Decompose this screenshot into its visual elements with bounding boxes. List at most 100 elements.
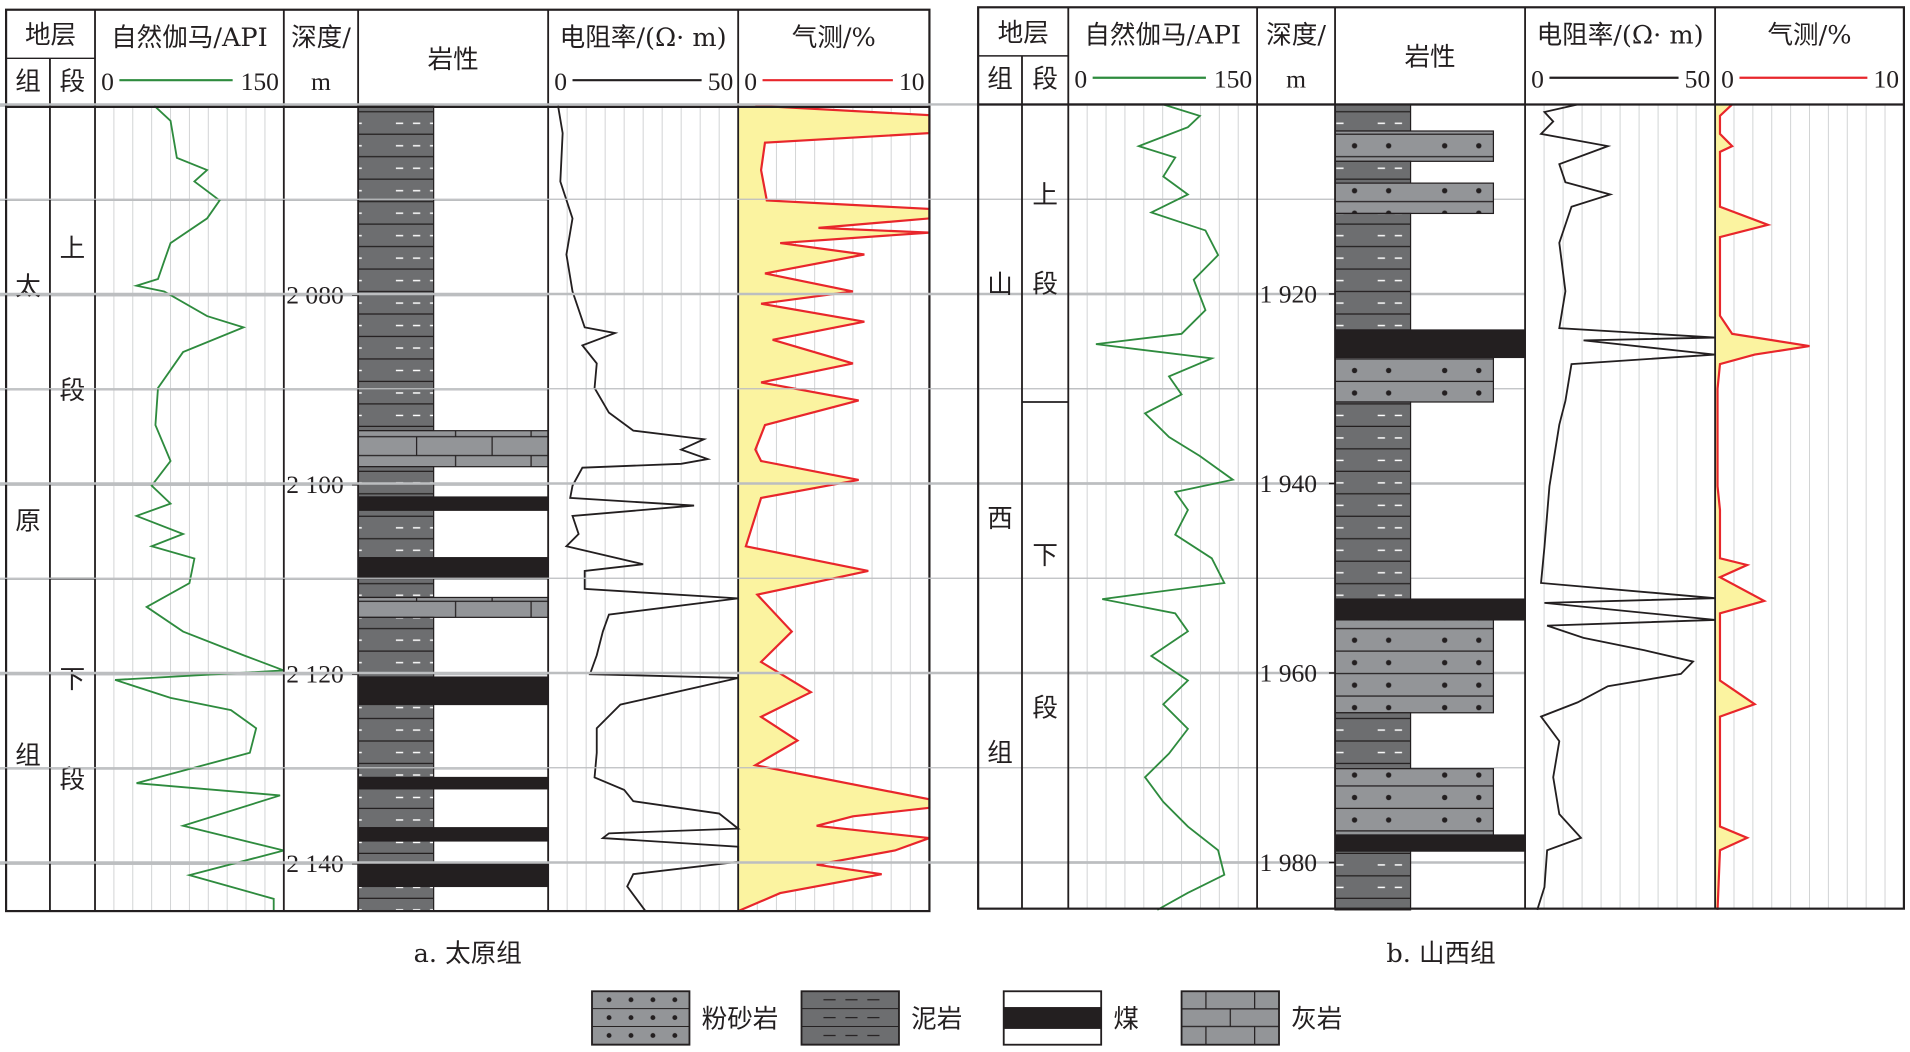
gas-scale-max: 10 [1873, 64, 1899, 93]
header-resistivity: 电阻率/(Ω· m) [1537, 21, 1704, 51]
formation-name-char: 组 [987, 739, 1013, 769]
depth-tick-label: 2 100 [286, 470, 344, 499]
gas-scale-min: 0 [744, 67, 757, 96]
legend-label-siltstone: 粉砂岩 [702, 1005, 779, 1035]
header-lithology: 岩性 [428, 45, 479, 75]
depth-tick-label: 1 920 [1260, 280, 1318, 309]
resistivity-curve [557, 105, 741, 912]
header-gamma: 自然伽马/API [1084, 21, 1241, 51]
legend-label-limestone: 灰岩 [1291, 1005, 1342, 1035]
lithology-bed-mudstone [357, 703, 435, 779]
lithology-bed-mudstone [1334, 212, 1412, 331]
res-scale-max: 50 [1685, 64, 1711, 93]
header-member: 段 [60, 67, 86, 97]
res-scale-max: 50 [708, 67, 734, 96]
member-name-char: 段 [60, 376, 86, 406]
lithology-bed-limestone [357, 430, 549, 468]
header-depth: 深度/ [291, 23, 351, 53]
gas-fill-area [738, 105, 930, 912]
lithology-bed-siltstone [1334, 182, 1495, 215]
member-name-char: 段 [60, 765, 86, 795]
lithology-bed-coal [357, 776, 549, 790]
lithology-bed-mudstone [357, 840, 435, 865]
header-formation: 组 [987, 64, 1013, 94]
member-name-char: 上 [60, 234, 86, 264]
legend-item-coal: 煤 [1002, 990, 1139, 1046]
header-depth: 深度/ [1266, 21, 1326, 51]
lithology-bed-mudstone [1334, 160, 1412, 184]
lithology-bed-mudstone [357, 616, 435, 678]
gas-fill-area [1715, 104, 1810, 910]
header-depth-unit: m [311, 67, 331, 96]
header-strata: 地层 [998, 18, 1049, 48]
lithology-bed-coal [357, 827, 549, 842]
limestone-swatch [1180, 990, 1280, 1046]
gamma-scale-min: 0 [1074, 64, 1087, 93]
member-name-char: 上 [1032, 180, 1058, 210]
depth-tick-label: 1 940 [1260, 469, 1318, 498]
resistivity-curve [1536, 103, 1716, 911]
legend-label-mudstone: 泥岩 [911, 1005, 962, 1035]
lithology-bed-coal [357, 676, 549, 706]
lithology-bed-coal [357, 496, 549, 511]
gas-scale-min: 0 [1721, 64, 1734, 93]
gamma-scale-min: 0 [101, 67, 114, 96]
depth-tick-label: 1 960 [1260, 659, 1318, 688]
lithology-bed-coal [1334, 329, 1526, 359]
member-name-char: 下 [60, 665, 86, 695]
legend: 粉砂岩 泥岩 煤 灰岩 [591, 990, 1342, 1046]
gas-curve [737, 104, 931, 913]
depth-tick-label: 2 120 [286, 660, 344, 689]
lithology-bed-mudstone [357, 509, 435, 559]
lithology-bed-siltstone [1334, 356, 1495, 403]
lithology-bed-coal [357, 863, 549, 888]
lithology-bed-siltstone [1334, 768, 1495, 836]
gamma-scale-max: 150 [1214, 64, 1252, 93]
caption-b: b. 山西组 [1386, 939, 1495, 969]
gamma-scale-max: 150 [241, 67, 279, 96]
lithology-bed-mudstone [1334, 712, 1412, 770]
formation-name-char: 组 [15, 741, 41, 771]
lithology-bed-mudstone [1334, 401, 1412, 600]
panel-frame [977, 6, 1906, 910]
lithology-bed-mudstone [357, 577, 435, 599]
depth-tick-label: 1 980 [1260, 848, 1318, 877]
siltstone-swatch [591, 990, 691, 1046]
header-formation: 组 [15, 67, 41, 97]
header-member: 段 [1032, 64, 1058, 94]
mudstone-swatch [800, 990, 900, 1046]
gas-scale-max: 10 [899, 67, 925, 96]
member-name-char: 段 [1032, 693, 1058, 723]
legend-label-coal: 煤 [1113, 1005, 1139, 1035]
lithology-bed-coal [357, 557, 549, 580]
res-scale-min: 0 [554, 67, 567, 96]
lithology-bed-siltstone [1334, 619, 1495, 714]
header-strata: 地层 [25, 21, 76, 51]
lithology-bed-mudstone [357, 885, 435, 912]
header-resistivity: 电阻率/(Ω· m) [560, 23, 727, 53]
lithology-bed-mudstone [1334, 103, 1412, 132]
gamma-curve [114, 105, 285, 912]
header-depth-unit: m [1286, 64, 1306, 93]
lithology-bed-coal [1334, 834, 1526, 852]
depth-tick-label: 2 140 [286, 849, 344, 878]
member-name-char: 下 [1032, 541, 1058, 571]
header-gas: 气测/% [1767, 21, 1851, 51]
depth-tick-label: 2 080 [286, 281, 344, 310]
lithology-bed-mudstone [1334, 850, 1412, 911]
formation-name-char: 西 [987, 504, 1013, 534]
formation-name-char: 山 [987, 270, 1013, 300]
legend-item-siltstone: 粉砂岩 [591, 990, 779, 1046]
caption-a: a. 太原组 [414, 939, 522, 969]
lithology-bed-limestone [357, 596, 549, 618]
formation-name-char: 太 [15, 272, 41, 302]
gamma-curve [1095, 103, 1236, 911]
lithology-bed-mudstone [357, 788, 435, 829]
gas-curve [1716, 103, 1810, 910]
legend-item-limestone: 灰岩 [1180, 990, 1342, 1046]
header-gamma: 自然伽马/API [111, 23, 268, 53]
res-scale-min: 0 [1531, 64, 1544, 93]
